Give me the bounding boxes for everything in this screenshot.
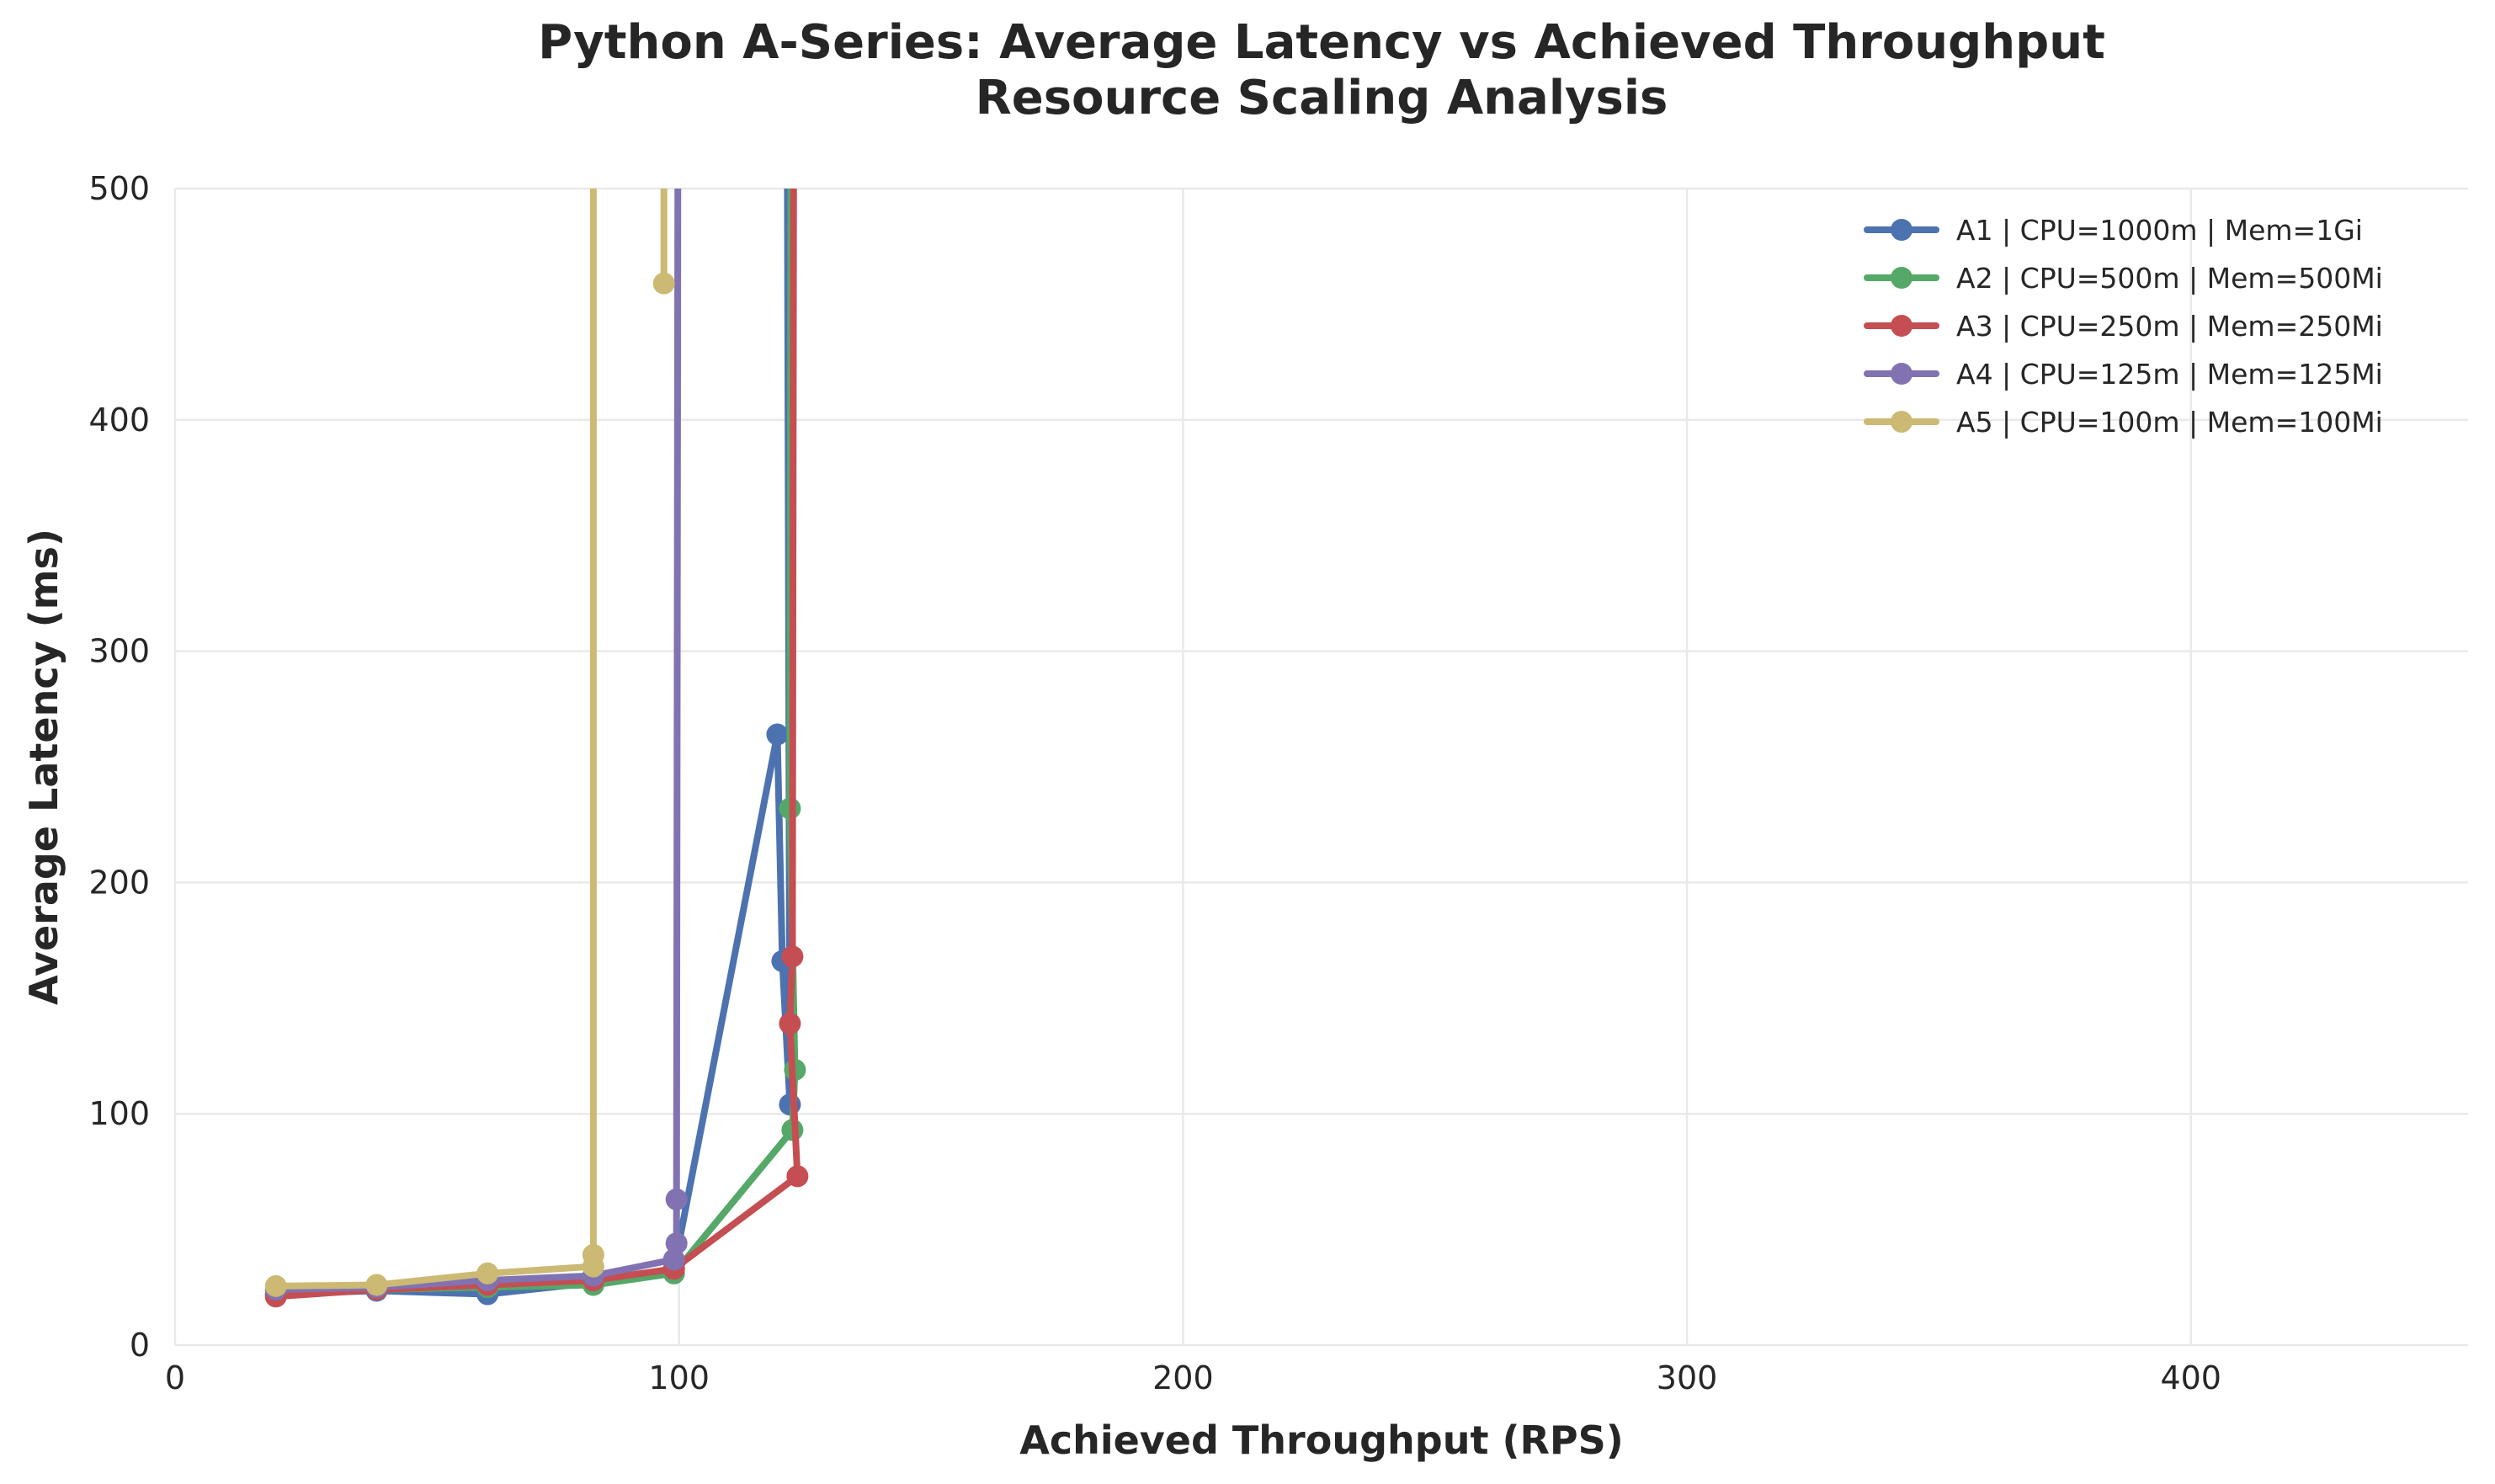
series-line [272,189,794,1298]
legend-label: A2 | CPU=500m | Mem=500Mi [1956,262,2383,295]
data-point [766,723,789,746]
legend-item: A3 | CPU=250m | Mem=250Mi [1864,310,2383,343]
data-point [779,1013,801,1035]
series-3 [264,189,809,1308]
y-tick-label: 0 [130,1327,150,1364]
legend-label: A5 | CPU=100m | Mem=100Mi [1956,406,2383,439]
x-tick-label: 0 [165,1359,185,1396]
legend-item: A5 | CPU=100m | Mem=100Mi [1864,406,2383,439]
grid [173,187,2468,1347]
legend: A1 | CPU=1000m | Mem=1Gi A2 | CPU=500m | … [1864,214,2383,439]
data-point [786,1165,809,1188]
data-point [652,272,675,295]
series-line [272,189,801,1300]
chart-title-main: Python A-Series: Average Latency vs Achi… [538,15,2105,70]
legend-item: A2 | CPU=500m | Mem=500Mi [1864,262,2383,295]
data-point [665,1188,688,1210]
x-tick-label: 300 [1657,1359,1718,1396]
series-layer [264,189,809,1308]
data-point [662,1248,685,1271]
x-tick-label: 200 [1152,1359,1214,1396]
data-point [781,945,804,968]
data-point [476,1262,499,1285]
legend-swatch-marker [1891,315,1912,337]
y-tick-label: 300 [88,633,150,670]
x-tick-label: 100 [648,1359,710,1396]
series-line [272,189,799,1298]
x-axis-label: Achieved Throughput (RPS) [1019,1418,1624,1463]
data-point [365,1274,388,1296]
series-1 [264,189,801,1306]
data-point [665,1232,688,1255]
ticks: 0 100 200 300 400 0 100 200 300 400 500 [88,170,2221,1396]
legend-swatch-marker [1891,363,1912,385]
data-point [264,1274,287,1297]
y-axis-label: Average Latency (ms) [21,529,66,1005]
legend-item: A1 | CPU=1000m | Mem=1Gi [1864,214,2363,247]
legend-label: A3 | CPU=250m | Mem=250Mi [1956,310,2383,343]
y-tick-label: 100 [88,1095,150,1132]
legend-item: A4 | CPU=125m | Mem=125Mi [1864,358,2383,391]
legend-swatch-marker [1891,267,1912,289]
y-tick-label: 500 [88,170,150,207]
series-line [272,189,668,1290]
data-point [582,1243,604,1266]
chart-subtitle: Resource Scaling Analysis [975,71,1668,125]
series-line [272,189,682,1294]
legend-label: A4 | CPU=125m | Mem=125Mi [1956,358,2383,391]
series-5 [264,189,675,1297]
series-2 [264,189,806,1306]
legend-swatch-marker [1891,219,1912,241]
y-tick-label: 200 [88,864,150,901]
chart-title: Python A-Series: Average Latency vs Achi… [0,15,2495,126]
x-tick-label: 400 [2160,1359,2221,1396]
y-tick-label: 400 [88,402,150,439]
legend-swatch-marker [1891,411,1912,433]
legend-label: A1 | CPU=1000m | Mem=1Gi [1956,214,2363,247]
